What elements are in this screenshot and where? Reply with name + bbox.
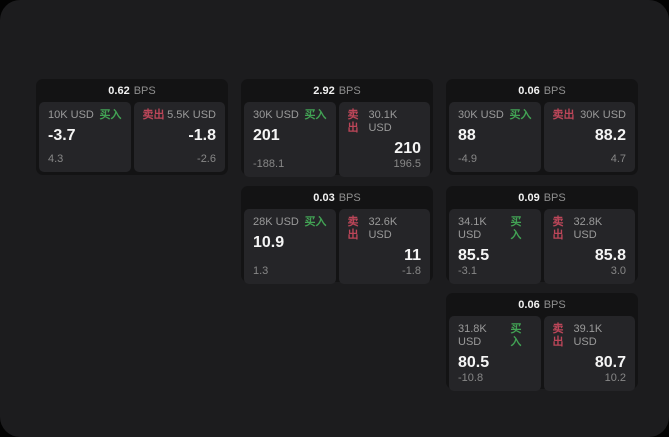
sell-label: 卖出 [347,109,359,134]
buy-price: 85.5 [458,247,490,264]
sell-panel[interactable]: 卖出 5.5K USD -1.8 -2.6 [133,102,225,172]
sell-panel[interactable]: 卖出 32.6K USD 11 -1.8 [338,209,430,284]
buy-price: 80.5 [458,354,490,371]
sell-amount: 32.8K USD [573,216,603,241]
sell-delta: 10.2 [604,372,626,384]
buy-panel[interactable]: 30K USD 买入 201 -188.1 [244,102,336,177]
quote-card[interactable]: 0.62 BPS 10K USD 买入 -3.7 4.3 卖出 5.5K USD [36,79,228,175]
sell-label: 卖出 [552,216,564,241]
quote-card-grid: 0.62 BPS 10K USD 买入 -3.7 4.3 卖出 5.5K USD [36,79,638,391]
sell-price: -1.8 [188,127,216,144]
quote-card[interactable]: 0.06 BPS 31.8K USD 买入 80.5 -10.8 卖出 39.1… [446,293,638,391]
bps-unit: BPS [543,298,566,311]
bps-value: 2.92 [313,84,335,97]
sell-price: 80.7 [594,354,626,371]
sell-price: 210 [394,140,421,157]
buy-delta: -188.1 [253,158,285,170]
card-header: 0.09 BPS [449,186,635,209]
quote-card[interactable]: 0.03 BPS 28K USD 买入 10.9 1.3 卖出 32.6K US… [241,186,433,284]
sell-price: 88.2 [594,127,626,144]
buy-delta: 1.3 [253,265,269,277]
quote-card[interactable]: 0.06 BPS 30K USD 买入 88 -4.9 卖出 30K USD [446,79,638,175]
bps-unit: BPS [338,84,361,97]
sell-price: 85.8 [594,247,626,264]
buy-amount: 30K USD [253,109,299,121]
buy-panel[interactable]: 34.1K USD 买入 85.5 -3.1 [449,209,541,284]
sell-amount: 5.5K USD [167,109,216,121]
bps-value: 0.09 [518,191,540,204]
buy-label: 买入 [99,109,122,121]
sell-label: 卖出 [552,323,564,348]
card-header: 2.92 BPS [244,79,430,102]
panel-pair: 34.1K USD 买入 85.5 -3.1 卖出 32.8K USD 85.8… [449,209,635,284]
buy-price: -3.7 [48,127,76,144]
buy-panel[interactable]: 10K USD 买入 -3.7 4.3 [39,102,131,172]
sell-panel[interactable]: 卖出 39.1K USD 80.7 10.2 [543,316,635,391]
bps-unit: BPS [338,191,361,204]
buy-price: 88 [458,127,476,144]
panel-pair: 28K USD 买入 10.9 1.3 卖出 32.6K USD 11 -1.8 [244,209,430,284]
buy-delta: -4.9 [458,153,477,165]
bps-value: 0.06 [518,298,540,311]
buy-delta: 4.3 [48,153,64,165]
sell-label: 卖出 [347,216,359,241]
panel-pair: 30K USD 买入 201 -188.1 卖出 30.1K USD 210 1… [244,102,430,177]
buy-panel[interactable]: 30K USD 买入 88 -4.9 [449,102,541,172]
buy-amount: 10K USD [48,109,94,121]
buy-panel[interactable]: 28K USD 买入 10.9 1.3 [244,209,336,284]
sell-label: 卖出 [552,109,575,121]
buy-panel[interactable]: 31.8K USD 买入 80.5 -10.8 [449,316,541,391]
panel-pair: 30K USD 买入 88 -4.9 卖出 30K USD 88.2 4.7 [449,102,635,172]
bps-value: 0.03 [313,191,335,204]
buy-label: 买入 [304,109,327,121]
buy-price: 201 [253,127,280,144]
sell-amount: 39.1K USD [573,323,603,348]
bps-unit: BPS [543,84,566,97]
sell-panel[interactable]: 卖出 32.8K USD 85.8 3.0 [543,209,635,284]
sell-delta: 3.0 [610,265,626,277]
sell-delta: 4.7 [610,153,626,165]
buy-delta: -3.1 [458,265,477,277]
buy-label: 买入 [304,216,327,228]
card-header: 0.62 BPS [39,79,225,102]
buy-amount: 31.8K USD [458,323,487,348]
sell-label: 卖出 [142,109,165,121]
bps-unit: BPS [133,84,156,97]
sell-delta: -1.8 [402,265,421,277]
quote-card[interactable]: 0.09 BPS 34.1K USD 买入 85.5 -3.1 卖出 32.8K… [446,186,638,284]
sell-price: 11 [404,247,421,264]
buy-label: 买入 [510,216,522,241]
bps-value: 0.06 [518,84,540,97]
buy-amount: 28K USD [253,216,299,228]
sell-amount: 32.6K USD [368,216,398,241]
bps-value: 0.62 [108,84,130,97]
sell-delta: 196.5 [393,158,421,170]
panel-pair: 10K USD 买入 -3.7 4.3 卖出 5.5K USD -1.8 -2.… [39,102,225,172]
bps-unit: BPS [543,191,566,204]
sell-amount: 30K USD [580,109,626,121]
buy-price: 10.9 [253,234,285,251]
quote-card[interactable]: 2.92 BPS 30K USD 买入 201 -188.1 卖出 30.1K … [241,79,433,177]
card-header: 0.06 BPS [449,293,635,316]
sell-panel[interactable]: 卖出 30K USD 88.2 4.7 [543,102,635,172]
buy-label: 买入 [510,323,522,348]
panel-pair: 31.8K USD 买入 80.5 -10.8 卖出 39.1K USD 80.… [449,316,635,391]
buy-amount: 30K USD [458,109,504,121]
buy-label: 买入 [509,109,532,121]
sell-delta: -2.6 [197,153,216,165]
sell-panel[interactable]: 卖出 30.1K USD 210 196.5 [338,102,430,177]
card-header: 0.06 BPS [449,79,635,102]
card-header: 0.03 BPS [244,186,430,209]
buy-amount: 34.1K USD [458,216,487,241]
buy-delta: -10.8 [458,372,484,384]
sell-amount: 30.1K USD [368,109,398,134]
